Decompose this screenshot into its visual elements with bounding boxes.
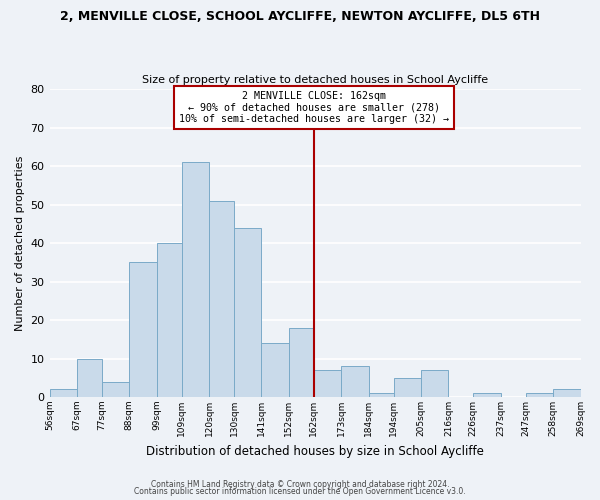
Title: Size of property relative to detached houses in School Aycliffe: Size of property relative to detached ho… [142, 76, 488, 86]
Bar [421, 370, 448, 397]
Bar [368, 393, 394, 397]
X-axis label: Distribution of detached houses by size in School Aycliffe: Distribution of detached houses by size … [146, 444, 484, 458]
Bar [182, 162, 209, 397]
Bar [130, 262, 157, 397]
Bar [314, 370, 341, 397]
Bar [77, 358, 102, 397]
Text: 2 MENVILLE CLOSE: 162sqm
← 90% of detached houses are smaller (278)
10% of semi-: 2 MENVILLE CLOSE: 162sqm ← 90% of detach… [179, 91, 449, 124]
Bar [157, 243, 182, 397]
Bar [526, 393, 553, 397]
Bar [341, 366, 368, 397]
Bar [209, 200, 234, 397]
Bar [289, 328, 314, 397]
Y-axis label: Number of detached properties: Number of detached properties [15, 156, 25, 330]
Bar [234, 228, 262, 397]
Bar [102, 382, 130, 397]
Bar [553, 390, 581, 397]
Text: Contains HM Land Registry data © Crown copyright and database right 2024.: Contains HM Land Registry data © Crown c… [151, 480, 449, 489]
Bar [394, 378, 421, 397]
Bar [50, 390, 77, 397]
Bar [473, 393, 501, 397]
Text: Contains public sector information licensed under the Open Government Licence v3: Contains public sector information licen… [134, 487, 466, 496]
Text: 2, MENVILLE CLOSE, SCHOOL AYCLIFFE, NEWTON AYCLIFFE, DL5 6TH: 2, MENVILLE CLOSE, SCHOOL AYCLIFFE, NEWT… [60, 10, 540, 23]
Bar [262, 343, 289, 397]
